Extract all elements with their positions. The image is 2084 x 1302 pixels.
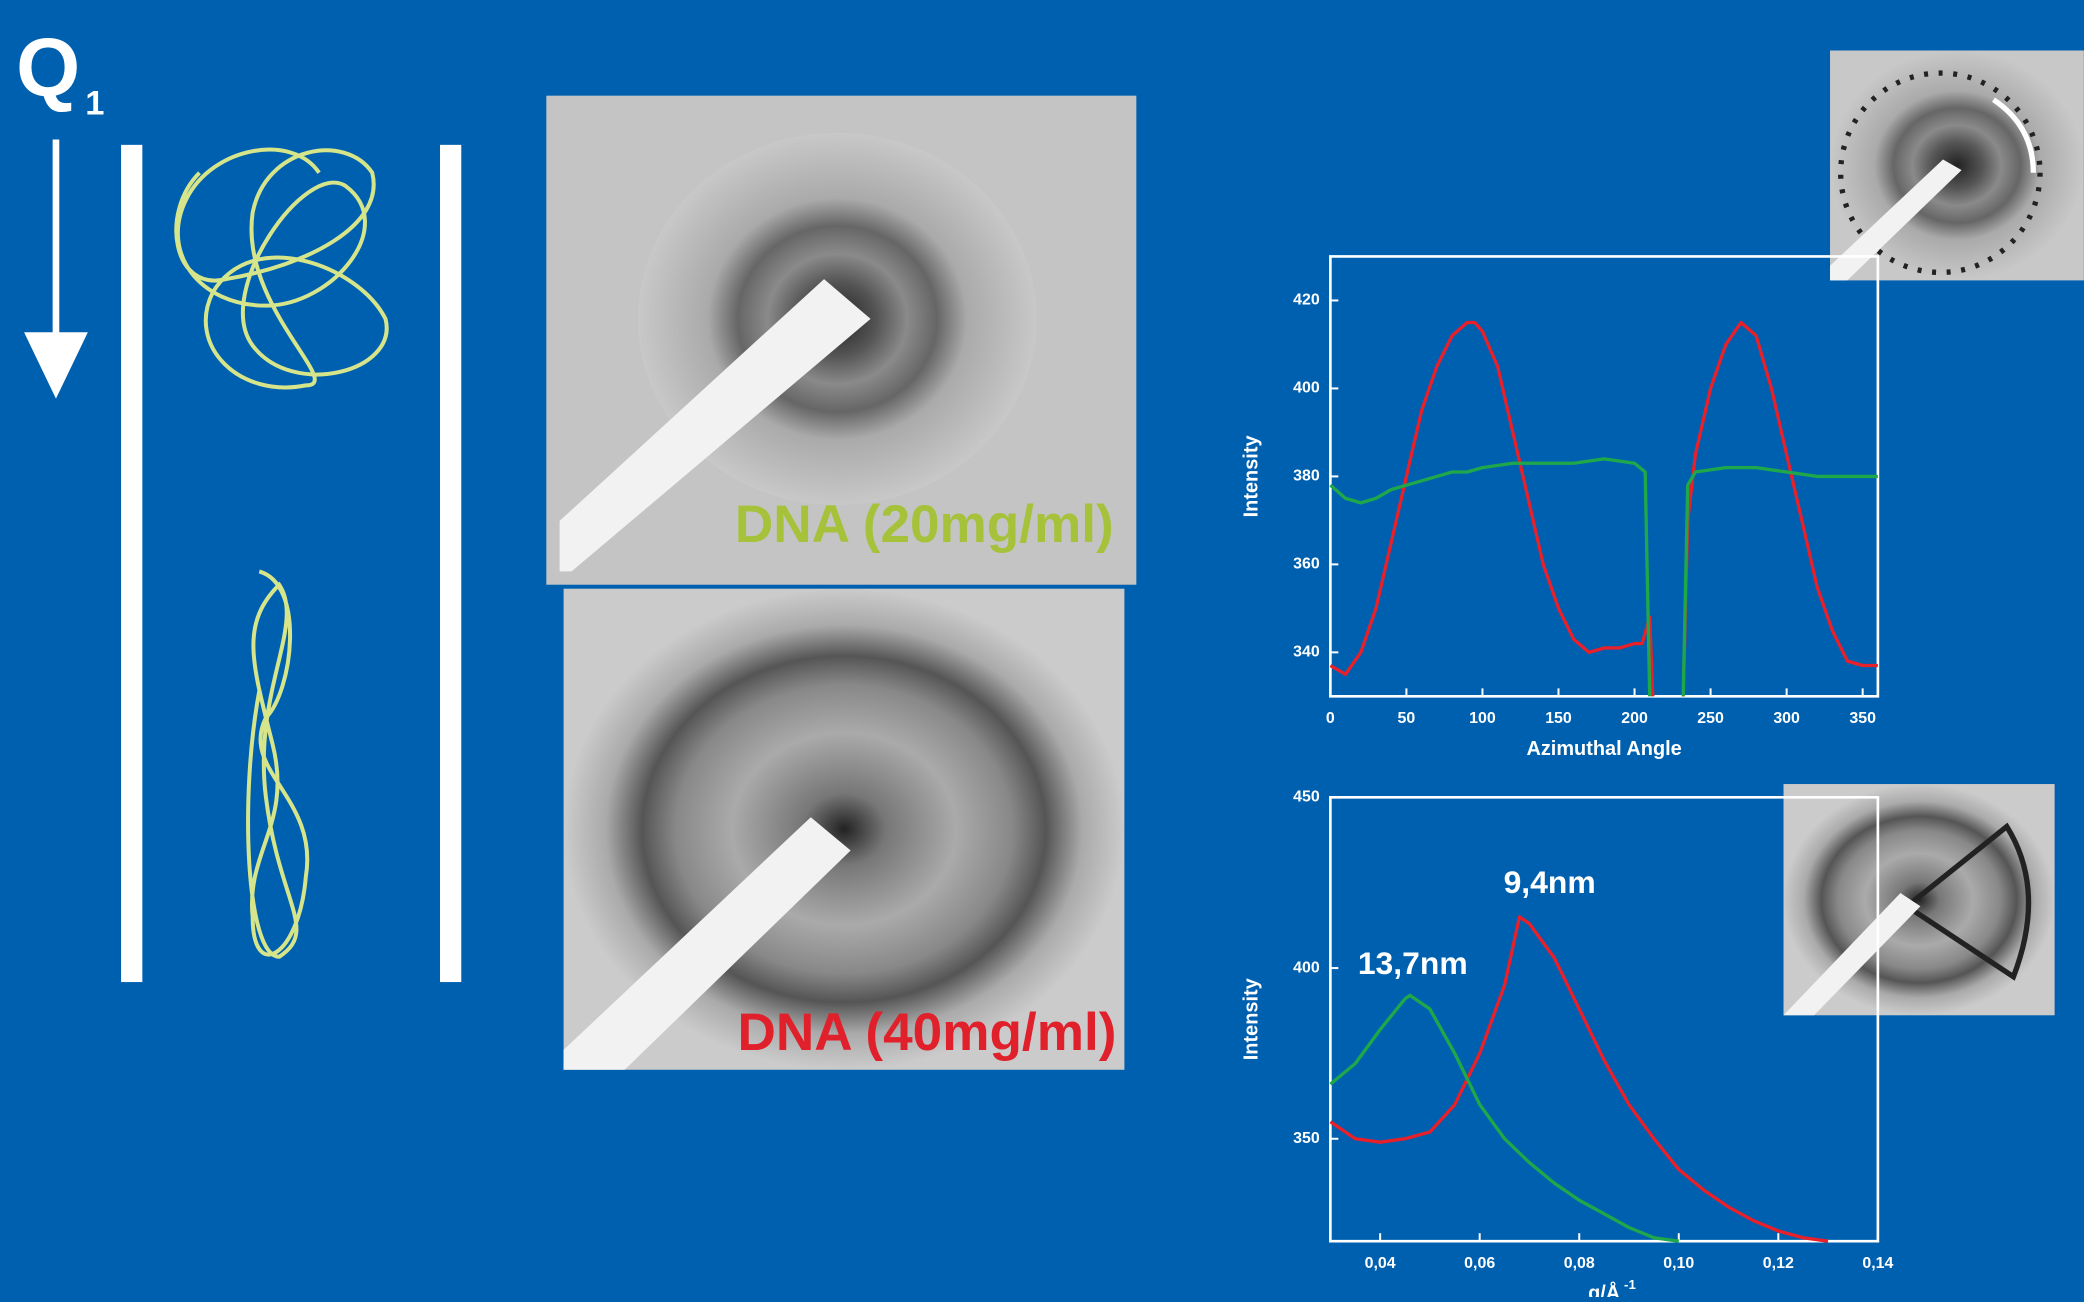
q-label: Q <box>16 22 80 114</box>
image-label: DNA (20mg/ml) <box>735 495 1114 554</box>
y-tick-label: 400 <box>1293 959 1320 976</box>
annotation: 9,4nm <box>1504 864 1596 900</box>
x-tick-label: 0,14 <box>1862 1255 1893 1272</box>
x-tick-label: 0,10 <box>1663 1255 1694 1272</box>
x-tick-label: 0,06 <box>1464 1255 1495 1272</box>
x-tick-label: 150 <box>1545 710 1572 727</box>
y-tick-label: 340 <box>1293 644 1320 661</box>
y-axis-label: Intensity <box>1240 978 1262 1060</box>
slide: Q 1 DNA (20mg/ml) DNA (40mg/ml) 0 50 100 15… <box>0 0 2084 1297</box>
data-line <box>1330 995 1678 1241</box>
axis-frame <box>1330 256 1878 696</box>
image-label: DNA (40mg/ml) <box>737 1003 1116 1062</box>
x-tick-label: 200 <box>1621 710 1648 727</box>
x-tick-label: 0,08 <box>1564 1255 1595 1272</box>
y-tick-label: 360 <box>1293 556 1320 573</box>
annotation: 13,7nm <box>1358 945 1468 981</box>
x-tick-label: 50 <box>1398 710 1416 727</box>
x-tick-label: 0,12 <box>1763 1255 1794 1272</box>
y-tick-label: 400 <box>1293 380 1320 397</box>
charts: 0 50 100 150 200 250 300 350 340 360 380 400 420 Azim… <box>1240 256 1893 1297</box>
x-tick-label: 0,04 <box>1365 1255 1396 1272</box>
y-tick-label: 420 <box>1293 292 1320 309</box>
page: Q 1 DNA (20mg/ml) DNA (40mg/ml) 0 50 100 15… <box>0 0 2084 1302</box>
x-axis-label-superscript: -1 <box>1624 1277 1636 1292</box>
y-axis-label: Intensity <box>1240 435 1262 517</box>
x-tick-label: 300 <box>1773 710 1800 727</box>
coil <box>176 150 386 957</box>
x-axis-label: q/Å <box>1588 1281 1620 1297</box>
wall <box>121 145 142 982</box>
y-tick-label: 350 <box>1293 1130 1320 1147</box>
y-tick-label: 450 <box>1293 789 1320 806</box>
wall <box>440 145 461 982</box>
q-subscript: 1 <box>85 84 104 122</box>
x-axis-label: Azimuthal Angle <box>1526 738 1681 760</box>
y-tick-label: 380 <box>1293 468 1320 485</box>
x-tick-label: 250 <box>1697 710 1724 727</box>
x-tick-label: 0 <box>1326 710 1335 727</box>
data-line <box>1330 323 1878 697</box>
x-tick-label: 100 <box>1469 710 1496 727</box>
arrow-head <box>24 332 88 398</box>
x-tick-label: 350 <box>1849 710 1876 727</box>
